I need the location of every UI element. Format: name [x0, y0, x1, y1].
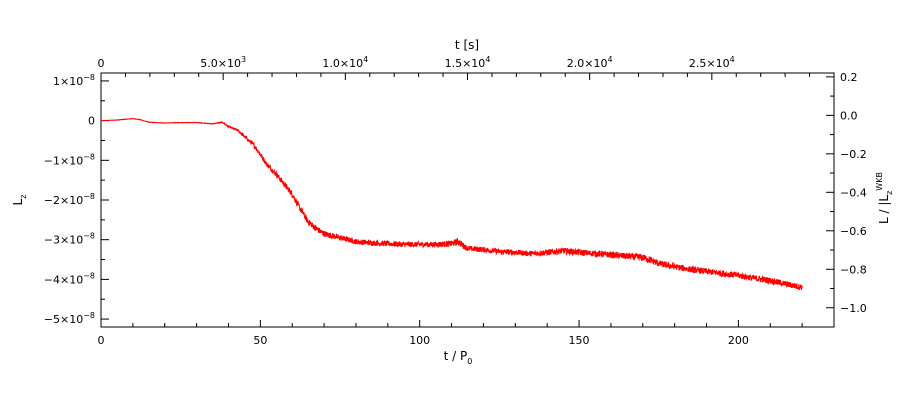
plot-frame — [100, 72, 835, 328]
y2-tick-label: 0.2 — [840, 71, 858, 84]
x2-tick-label: 2.5×104 — [689, 55, 735, 70]
y-tick-label: 0 — [88, 115, 95, 128]
y-axis-label: Lz — [11, 195, 28, 206]
x-tick-label: 200 — [728, 334, 749, 347]
y2-tick-label: −1.0 — [840, 302, 867, 315]
series-layer — [100, 117, 803, 291]
x-tick-label: 50 — [253, 334, 267, 347]
x2-tick-label: 0 — [98, 57, 105, 70]
x2-tick-label: 1.5×104 — [445, 55, 491, 70]
x2-tick-label: 1.0×104 — [322, 55, 368, 70]
x-axis-label: t / P0 — [444, 349, 473, 366]
x2-axis-label: t [s] — [455, 38, 479, 52]
y2-tick-label: −0.4 — [840, 186, 867, 199]
y-tick-label: −5×10−8 — [44, 311, 95, 326]
x2-tick-label: 5.0×103 — [200, 55, 246, 70]
y-tick-label: 1×10−8 — [53, 73, 95, 88]
y2-tick-label: −0.2 — [840, 148, 867, 161]
series-line — [100, 117, 803, 291]
y2-tick-label: −0.8 — [840, 263, 867, 276]
y-tick-label: −1×10−8 — [44, 152, 95, 167]
axis-tick-labels: 0 50 100 150 200 0 5.0×103 1.0×104 1.5×104 2.0×10… — [44, 55, 867, 347]
y2-tick-label: 0.0 — [840, 109, 858, 122]
y-tick-label: −4×10−8 — [44, 271, 95, 286]
axis-ticks — [100, 73, 835, 328]
y-tick-label: −2×10−8 — [44, 192, 95, 207]
y2-tick-label: −0.6 — [840, 225, 867, 238]
x-tick-label: 100 — [409, 334, 430, 347]
y-tick-label: −3×10−8 — [44, 232, 95, 247]
y2-axis-label: L / |LzWKB — [875, 172, 894, 224]
x-tick-label: 150 — [569, 334, 590, 347]
x-tick-label: 0 — [98, 334, 105, 347]
x2-tick-label: 2.0×104 — [567, 55, 613, 70]
